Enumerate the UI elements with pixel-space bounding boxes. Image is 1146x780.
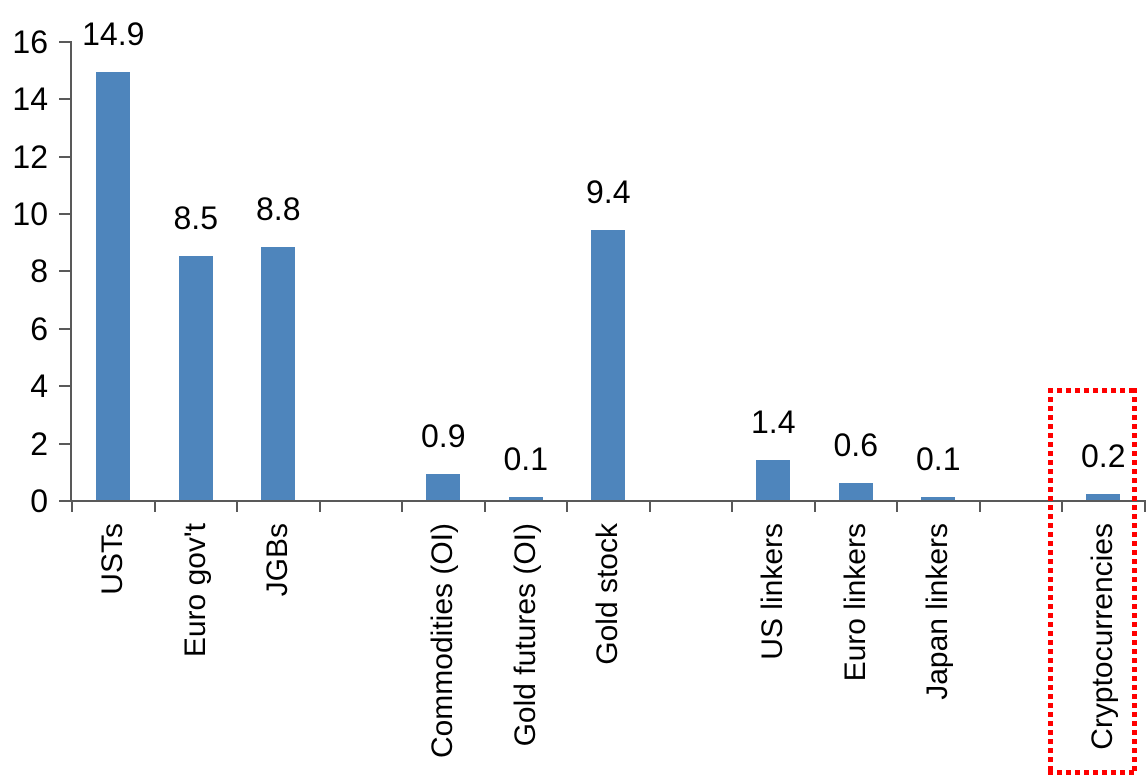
y-axis-tick (59, 213, 70, 215)
y-axis-tick (59, 270, 70, 273)
bar-gold-stock (591, 230, 626, 500)
y-axis-tick-label: 2 (30, 425, 48, 462)
category-label-text: Japan linkers (921, 523, 955, 700)
value-label-jgbs: 8.8 (256, 191, 301, 227)
category-label-text: Gold stock (591, 523, 625, 665)
category-label-text: USTs (96, 523, 130, 595)
category-label-jgbs: JGBs (261, 523, 295, 780)
bar-gold-futures-oi (508, 497, 543, 500)
y-axis-tick-label: 0 (30, 483, 48, 519)
value-label-gold-futures-oi: 0.1 (503, 441, 548, 477)
x-axis-tick (566, 502, 568, 512)
x-axis-tick (401, 502, 403, 512)
y-axis-tick-label: 10 (12, 196, 48, 232)
value-label-euro-linkers: 0.6 (833, 427, 878, 463)
y-axis-tick-label: 12 (12, 138, 48, 175)
category-label-text: US linkers (756, 523, 790, 660)
category-label-gold-futures-oi: Gold futures (OI) (509, 523, 543, 780)
bar-euro-gov-t (178, 256, 213, 500)
category-label-text: Commodities (OI) (426, 523, 460, 759)
value-label-euro-gov-t: 8.5 (173, 200, 218, 236)
category-label-usts: USTs (96, 523, 130, 780)
bar-commodities-oi (426, 474, 461, 500)
x-axis-line (59, 500, 1146, 502)
y-axis-tick-label: 4 (30, 368, 48, 405)
bar-euro-linkers (838, 483, 873, 500)
category-label-text: Euro linkers (838, 523, 872, 682)
category-label-text: Gold futures (OI) (508, 523, 542, 747)
x-axis-tick (153, 502, 156, 512)
x-axis-tick (236, 502, 238, 512)
y-axis-tick (59, 385, 70, 388)
bar-us-linkers (756, 460, 791, 500)
value-label-usts: 14.9 (82, 16, 145, 52)
highlight-box-cryptocurrencies (1048, 388, 1137, 775)
y-axis-tick (59, 327, 70, 330)
category-label-euro-gov-t: Euro gov't (179, 523, 213, 780)
y-axis-tick-label: 14 (12, 81, 48, 118)
x-axis-tick (896, 502, 898, 512)
value-label-gold-stock: 9.4 (586, 174, 631, 210)
category-label-us-linkers: US linkers (756, 523, 790, 780)
bar-japan-linkers (921, 497, 956, 500)
category-label-commodities-oi: Commodities (OI) (426, 523, 460, 780)
y-axis-tick (59, 98, 70, 101)
category-label-text: Euro gov't (178, 523, 212, 658)
x-axis-tick (483, 502, 486, 512)
category-label-japan-linkers: Japan linkers (921, 523, 955, 780)
value-label-japan-linkers: 0.1 (916, 441, 961, 477)
y-axis-tick-label: 16 (12, 23, 48, 60)
y-axis-line (70, 40, 72, 502)
value-label-commodities-oi: 0.9 (421, 418, 466, 454)
x-axis-tick (731, 502, 733, 512)
y-axis-tick (59, 442, 70, 445)
x-axis-tick (71, 502, 73, 512)
x-axis-tick (813, 502, 816, 512)
bar-usts (96, 72, 131, 500)
x-axis-tick (1143, 502, 1146, 512)
y-axis-tick-label: 8 (30, 253, 48, 290)
bar-jgbs (261, 247, 296, 500)
x-axis-tick (318, 502, 321, 512)
value-label-us-linkers: 1.4 (751, 404, 796, 440)
y-axis-tick-label: 6 (30, 310, 48, 347)
x-axis-tick (648, 502, 651, 512)
category-label-text: JGBs (261, 523, 295, 597)
y-axis-tick (59, 155, 70, 158)
x-axis-tick (978, 502, 981, 512)
y-axis-tick (59, 40, 70, 43)
category-label-euro-linkers: Euro linkers (839, 523, 873, 780)
category-label-gold-stock: Gold stock (591, 523, 625, 780)
